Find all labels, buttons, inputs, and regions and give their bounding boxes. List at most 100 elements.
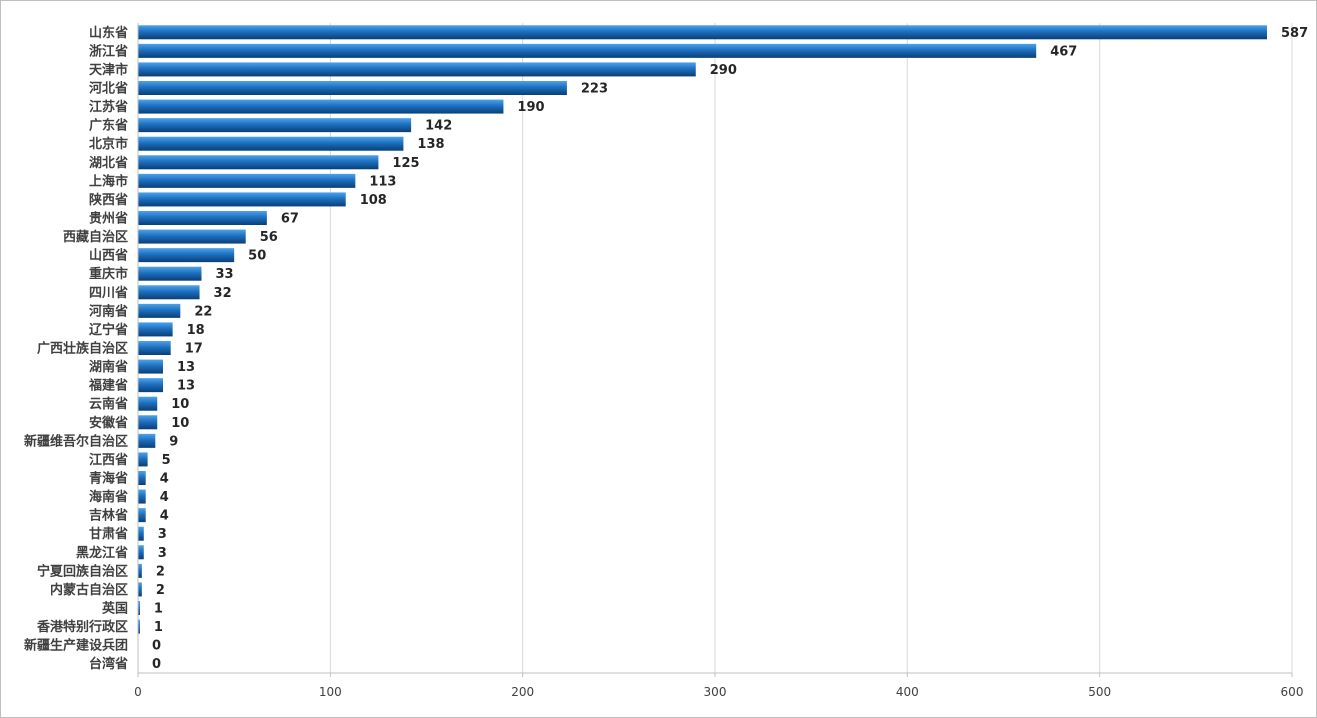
data-label: 13 — [177, 379, 195, 394]
data-label: 32 — [214, 286, 232, 301]
category-label: 上海市 — [89, 173, 128, 189]
category-label: 青海省 — [89, 471, 128, 487]
bar — [138, 25, 1267, 40]
data-label: 13 — [177, 360, 195, 375]
category-label: 湖北省 — [89, 155, 128, 171]
bar — [138, 211, 267, 225]
bar — [138, 601, 140, 615]
data-label: 1 — [154, 602, 163, 617]
axes — [137, 23, 1293, 677]
data-label: 10 — [171, 416, 189, 431]
category-label: 吉林省 — [89, 508, 128, 524]
bar — [138, 136, 404, 151]
data-label: 1 — [154, 620, 163, 635]
data-label: 113 — [369, 174, 396, 189]
bar — [138, 471, 146, 485]
bar — [138, 155, 379, 170]
category-label: 内蒙古自治区 — [50, 582, 128, 598]
data-label: 9 — [169, 434, 178, 449]
bar — [138, 545, 144, 560]
bar — [138, 43, 1037, 58]
data-label: 108 — [360, 193, 387, 208]
category-label: 山东省 — [89, 25, 128, 41]
bar — [138, 508, 146, 523]
x-tick-label: 0 — [134, 685, 142, 699]
bar — [138, 452, 148, 467]
bar — [138, 526, 144, 541]
data-label: 0 — [152, 657, 161, 672]
x-tick-label: 100 — [319, 685, 342, 699]
data-label: 0 — [152, 639, 161, 654]
bar — [138, 489, 146, 504]
category-label: 陕西省 — [89, 192, 128, 208]
bars — [138, 25, 1267, 634]
data-label: 138 — [417, 137, 444, 152]
category-label: 宁夏回族自治区 — [37, 563, 128, 579]
bar — [138, 396, 158, 411]
data-label: 190 — [517, 100, 544, 115]
bar — [138, 378, 164, 393]
data-label: 33 — [215, 267, 233, 282]
category-label: 海南省 — [89, 489, 128, 505]
category-label: 贵州省 — [89, 211, 128, 227]
category-label: 新疆维吾尔自治区 — [24, 433, 128, 449]
bar — [138, 229, 246, 244]
category-label: 广东省 — [89, 118, 128, 134]
bar — [138, 303, 181, 318]
bar — [138, 415, 158, 430]
category-label: 天津市 — [89, 62, 128, 78]
data-label: 2 — [156, 583, 165, 598]
data-label: 56 — [260, 230, 278, 245]
bar — [138, 582, 142, 597]
bar — [138, 341, 171, 355]
category-label: 香港特别行政区 — [36, 619, 128, 635]
category-label: 台湾省 — [89, 656, 128, 672]
category-label: 江西省 — [89, 452, 128, 468]
x-tick-label: 300 — [704, 685, 727, 699]
data-label: 125 — [392, 156, 419, 171]
bar — [138, 248, 235, 263]
category-label: 云南省 — [89, 396, 128, 412]
bar — [138, 192, 346, 207]
data-label: 290 — [710, 63, 737, 78]
data-label: 50 — [248, 249, 266, 264]
data-label: 17 — [185, 342, 203, 357]
data-label: 22 — [194, 304, 212, 319]
bar — [138, 285, 200, 300]
category-label: 四川省 — [89, 285, 128, 301]
bar — [138, 433, 156, 448]
x-tick-label: 200 — [511, 685, 534, 699]
bar — [138, 81, 567, 95]
category-label: 辽宁省 — [89, 322, 128, 338]
data-label: 2 — [156, 564, 165, 579]
category-label: 重庆市 — [89, 266, 128, 282]
category-label: 山西省 — [89, 248, 128, 264]
data-label: 4 — [160, 509, 169, 524]
category-label: 河南省 — [89, 303, 128, 319]
category-label: 英国 — [101, 601, 128, 617]
category-label: 河北省 — [89, 81, 128, 97]
category-label: 广西壮族自治区 — [37, 341, 128, 357]
data-label: 5 — [162, 453, 171, 468]
category-label: 福建省 — [88, 378, 128, 394]
bar — [138, 266, 202, 281]
bar — [138, 619, 140, 634]
data-label: 467 — [1050, 44, 1077, 59]
category-label: 北京市 — [89, 136, 128, 152]
data-label: 67 — [281, 212, 299, 227]
category-label: 西藏自治区 — [63, 229, 128, 245]
data-label: 18 — [187, 323, 205, 338]
bar — [138, 563, 142, 578]
x-tick-label: 600 — [1281, 685, 1304, 699]
data-label: 4 — [160, 472, 169, 487]
category-label: 黑龙江省 — [76, 545, 128, 561]
bar — [138, 173, 356, 188]
grid-lines — [329, 23, 1293, 673]
bar — [138, 359, 164, 374]
category-label: 湖南省 — [89, 359, 128, 375]
bar — [138, 118, 412, 133]
category-label: 江苏省 — [89, 99, 128, 115]
data-label: 587 — [1281, 26, 1308, 41]
